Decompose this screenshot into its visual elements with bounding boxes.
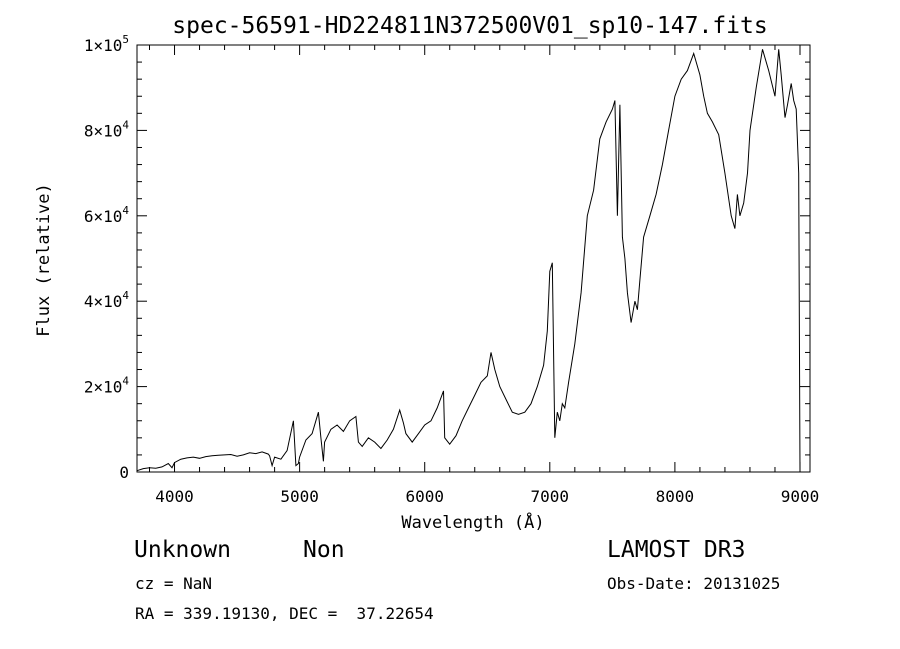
y-axis-label: Flux (relative) bbox=[34, 183, 54, 337]
obs-date: Obs-Date: 20131025 bbox=[607, 574, 781, 593]
plot-frame bbox=[136, 44, 811, 473]
x-tick-label: 5000 bbox=[280, 487, 319, 506]
y-tick-label: 4×104 bbox=[84, 289, 130, 311]
x-axis-label: Wavelength (Å) bbox=[401, 511, 544, 533]
y-tick-label: 6×104 bbox=[84, 204, 130, 226]
y-tick-label: 2×104 bbox=[84, 375, 130, 397]
x-tick-label: 9000 bbox=[781, 487, 820, 506]
axis-ticks bbox=[137, 44, 810, 473]
y-tick-label: 1×105 bbox=[84, 33, 129, 55]
x-tick-label: 4000 bbox=[155, 487, 194, 506]
axis-tick-labels: 4000 5000 6000 7000 8000 9000 0 2×104 4×104 6×104… bbox=[84, 33, 819, 506]
spectrum-series-line bbox=[136, 49, 801, 473]
x-tick-label: 6000 bbox=[405, 487, 444, 506]
chart-title: spec-56591-HD224811N372500V01_sp10-147.f… bbox=[172, 13, 767, 39]
survey-name: LAMOST DR3 bbox=[607, 537, 746, 563]
redshift-text: cz = NaN bbox=[135, 574, 213, 593]
object-subclass: Non bbox=[303, 537, 345, 563]
y-tick-label: 0 bbox=[119, 463, 129, 482]
y-tick-label: 8×104 bbox=[84, 118, 130, 140]
x-tick-label: 8000 bbox=[656, 487, 695, 506]
coordinates-text: RA = 339.19130, DEC = 37.22654 bbox=[135, 604, 434, 623]
x-tick-label: 7000 bbox=[531, 487, 570, 506]
object-class: Unknown bbox=[134, 537, 231, 563]
